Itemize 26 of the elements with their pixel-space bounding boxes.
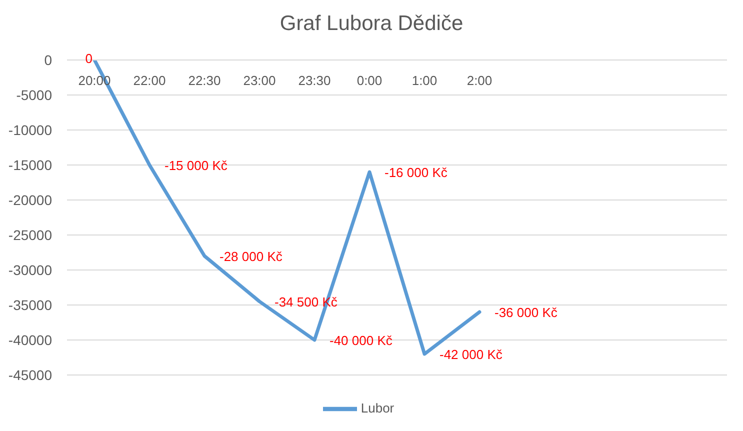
y-tick-label: -45000 bbox=[8, 366, 52, 383]
y-tick-label: -35000 bbox=[8, 296, 52, 313]
x-tick-label: 23:00 bbox=[243, 73, 276, 88]
y-tick-label: -10000 bbox=[8, 122, 52, 138]
x-tick-label: 22:30 bbox=[188, 73, 221, 88]
data-label: -42 000 Kč bbox=[440, 347, 503, 362]
y-tick-label: -25000 bbox=[8, 226, 52, 243]
data-label: 0 bbox=[85, 51, 92, 66]
y-tick-label: -40000 bbox=[8, 332, 52, 348]
y-tick-label: -20000 bbox=[8, 192, 52, 208]
y-tick-label: 0 bbox=[44, 52, 52, 68]
y-tick-label: -30000 bbox=[8, 262, 52, 278]
data-label: -28 000 Kč bbox=[220, 249, 283, 264]
x-tick-label: 2:00 bbox=[466, 73, 492, 88]
chart-title: Graf Lubora Dědiče bbox=[278, 11, 464, 37]
legend-label: Lubor bbox=[360, 400, 394, 416]
x-tick-label: 1:00 bbox=[412, 73, 438, 88]
data-label: -40 000 Kč bbox=[330, 333, 393, 348]
x-tick-label: 0:00 bbox=[356, 73, 382, 88]
x-tick-label: 23:30 bbox=[298, 73, 331, 88]
data-label: -36 000 Kč bbox=[494, 305, 558, 320]
data-label: -16 000 Kč bbox=[384, 165, 448, 180]
data-label: -15 000 Kč bbox=[164, 158, 228, 173]
x-tick-label: 22:00 bbox=[133, 73, 166, 88]
y-tick-label: -15000 bbox=[8, 156, 52, 173]
y-tick-label: -5000 bbox=[16, 86, 52, 103]
